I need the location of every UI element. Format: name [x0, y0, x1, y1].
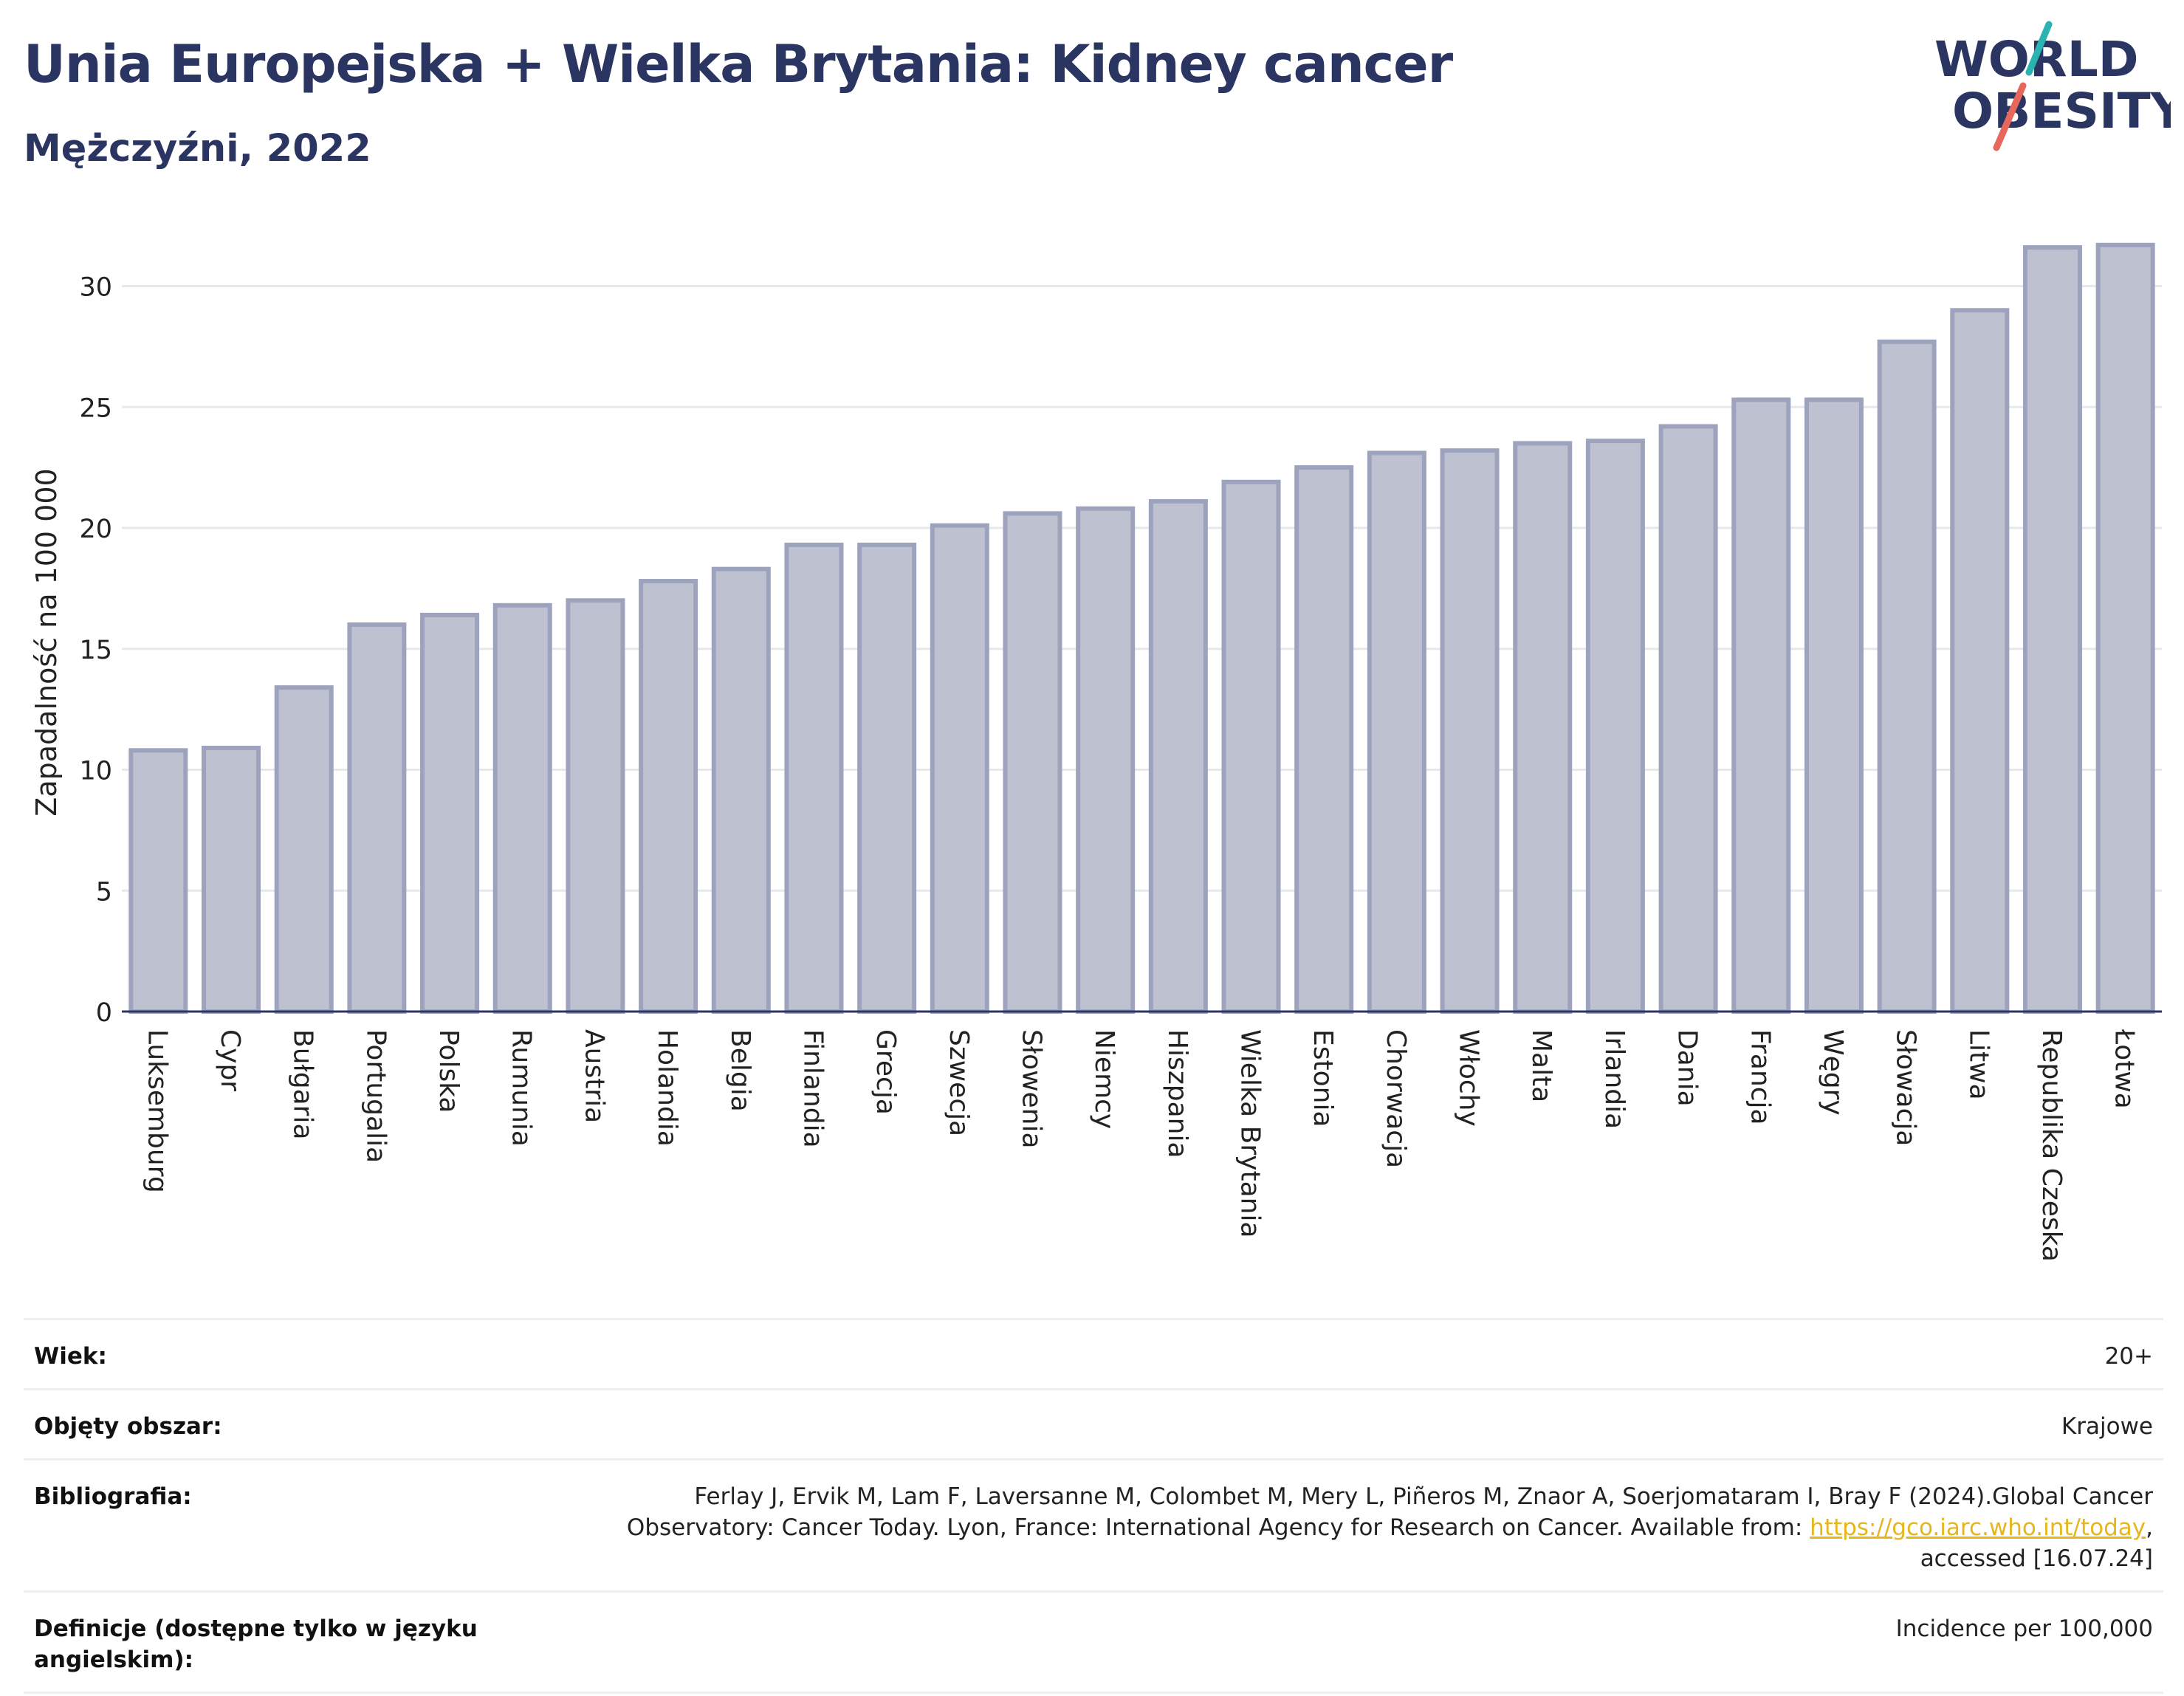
x-tick-label: Austria — [579, 1029, 609, 1123]
bibliography-line-3: accessed [16.07.24] — [1920, 1545, 2153, 1572]
bar-irlandia — [1585, 439, 1645, 1014]
meta-label-bibliography: Bibliografia: — [34, 1483, 192, 1510]
x-tick-label: Estonia — [1308, 1029, 1338, 1127]
x-tick-label: Hiszpania — [1162, 1029, 1192, 1158]
x-tick-label: Chorwacja — [1381, 1029, 1411, 1168]
bibliography-line-2: Observatory: Cancer Today. Lyon, France:… — [627, 1512, 2153, 1543]
y-tick-label: 15 — [79, 636, 112, 665]
y-tick-label: 10 — [79, 757, 112, 786]
bar-wielka-brytania — [1221, 479, 1281, 1014]
x-tick-label: Luksemburg — [142, 1029, 172, 1193]
x-tick-label: Belgia — [725, 1029, 755, 1112]
meta-label-definitions: Definicje (dostępne tylko w języku angie… — [34, 1616, 478, 1673]
bar-austria — [566, 598, 625, 1014]
y-tick-label: 0 — [96, 998, 112, 1028]
x-tick-label: Grecja — [870, 1029, 901, 1115]
x-axis-labels: Luksemburg Cypr Bułgaria Portugalia Polska Ru… — [142, 1029, 2139, 1262]
world-obesity-logo: WORLD OBESITY — [1934, 21, 2171, 151]
x-tick-label: Rumunia — [506, 1029, 537, 1147]
logo-slash-bottom — [1993, 82, 2027, 151]
bar-grecja — [857, 542, 917, 1014]
x-tick-label: Włochy — [1454, 1029, 1484, 1127]
x-tick-label: Finlandia — [797, 1029, 828, 1148]
bar-estonia — [1294, 465, 1354, 1014]
bar-francja — [1731, 397, 1791, 1014]
y-axis-label: Zapadalność na 100 000 — [30, 468, 63, 816]
meta-row-definitions: Definicje (dostępne tylko w języku angie… — [24, 1590, 2163, 1694]
bar-portugalia — [347, 622, 407, 1014]
x-tick-label: Malta — [1526, 1029, 1556, 1102]
bar-holandia — [639, 579, 698, 1014]
x-tick-label: Niemcy — [1089, 1029, 1119, 1129]
bar-dania — [1658, 424, 1718, 1014]
bar-cypr — [202, 746, 261, 1014]
x-tick-label: Węgry — [1818, 1029, 1848, 1116]
meta-value-coverage: Krajowe — [2061, 1413, 2153, 1440]
bar-słowenia — [1003, 511, 1062, 1014]
bar-litwa — [1950, 308, 2010, 1014]
chart-subtitle: Mężczyźni, 2022 — [24, 127, 371, 171]
bar-republika-czeska — [2022, 245, 2082, 1014]
meta-value-bibliography: Ferlay J, Ervik M, Lam F, Laversanne M, … — [627, 1481, 2153, 1574]
x-tick-label: Cypr — [215, 1029, 245, 1091]
bar-łotwa — [2095, 242, 2155, 1014]
x-tick-label: Szwecja — [944, 1029, 974, 1136]
meta-value-age: 20+ — [2104, 1343, 2153, 1370]
bibliography-line-2-text: Observatory: Cancer Today. Lyon, France:… — [626, 1514, 1810, 1541]
bar-włochy — [1440, 448, 1500, 1014]
x-tick-label: Litwa — [1963, 1029, 1994, 1100]
bar-węgry — [1804, 397, 1864, 1014]
bar-chorwacja — [1367, 450, 1426, 1014]
y-tick-label: 25 — [79, 394, 112, 423]
bar-szwecja — [930, 523, 989, 1014]
x-tick-label: Dania — [1672, 1029, 1703, 1107]
x-tick-label: Słowenia — [1016, 1029, 1046, 1149]
meta-row-age: Wiek: 20+ — [24, 1318, 2163, 1388]
bar-słowacja — [1877, 339, 1937, 1014]
x-tick-label: Irlandia — [1599, 1029, 1630, 1129]
metadata-table: Wiek: 20+ Objęty obszar: Krajowe Bibliog… — [24, 1318, 2163, 1694]
bibliography-line-1: Ferlay J, Ervik M, Lam F, Laversanne M, … — [694, 1483, 2153, 1510]
x-tick-label: Portugalia — [360, 1029, 391, 1163]
bars — [128, 242, 2155, 1014]
bar-chart: 0 5 10 15 20 25 30 Luksemburg Cypr Bułgaria Portu… — [30, 242, 2162, 1262]
logo-text-obesity: OBESITY — [1952, 83, 2171, 140]
meta-label-coverage: Objęty obszar: — [34, 1413, 222, 1440]
bar-belgia — [711, 566, 771, 1014]
x-tick-label: Republika Czeska — [2036, 1029, 2067, 1262]
x-tick-label: Słowacja — [1891, 1029, 1921, 1146]
bibliography-line-2-end: , — [2146, 1514, 2153, 1541]
x-tick-label: Łotwa — [2109, 1029, 2140, 1109]
bar-bułgaria — [274, 685, 334, 1014]
x-tick-label: Holandia — [652, 1029, 682, 1147]
bar-malta — [1513, 441, 1573, 1014]
bar-finlandia — [784, 542, 844, 1014]
y-tick-label: 30 — [79, 273, 112, 303]
bar-rumunia — [492, 602, 552, 1014]
chart-title: Unia Europejska + Wielka Brytania: Kidne… — [24, 34, 1453, 95]
bar-luksemburg — [128, 748, 188, 1014]
x-tick-label: Polska — [433, 1029, 464, 1113]
bibliography-link[interactable]: https://gco.iarc.who.int/today — [1810, 1514, 2146, 1541]
y-tick-label: 20 — [79, 515, 112, 544]
meta-row-bibliography: Bibliografia: Ferlay J, Ervik M, Lam F, … — [24, 1458, 2163, 1590]
bar-polska — [420, 612, 480, 1014]
x-tick-label: Bułgaria — [288, 1029, 318, 1140]
bar-hiszpania — [1148, 498, 1208, 1014]
bar-niemcy — [1076, 506, 1136, 1014]
x-tick-label: Wielka Brytania — [1235, 1029, 1266, 1238]
logo-slash-top — [2025, 21, 2053, 76]
meta-label-age: Wiek: — [34, 1343, 107, 1370]
meta-row-coverage: Objęty obszar: Krajowe — [24, 1388, 2163, 1458]
x-tick-label: Francja — [1745, 1029, 1775, 1125]
meta-value-definitions: Incidence per 100,000 — [1895, 1616, 2153, 1642]
y-axis-ticks: 0 5 10 15 20 25 30 — [79, 273, 112, 1029]
y-tick-label: 5 — [96, 877, 112, 907]
